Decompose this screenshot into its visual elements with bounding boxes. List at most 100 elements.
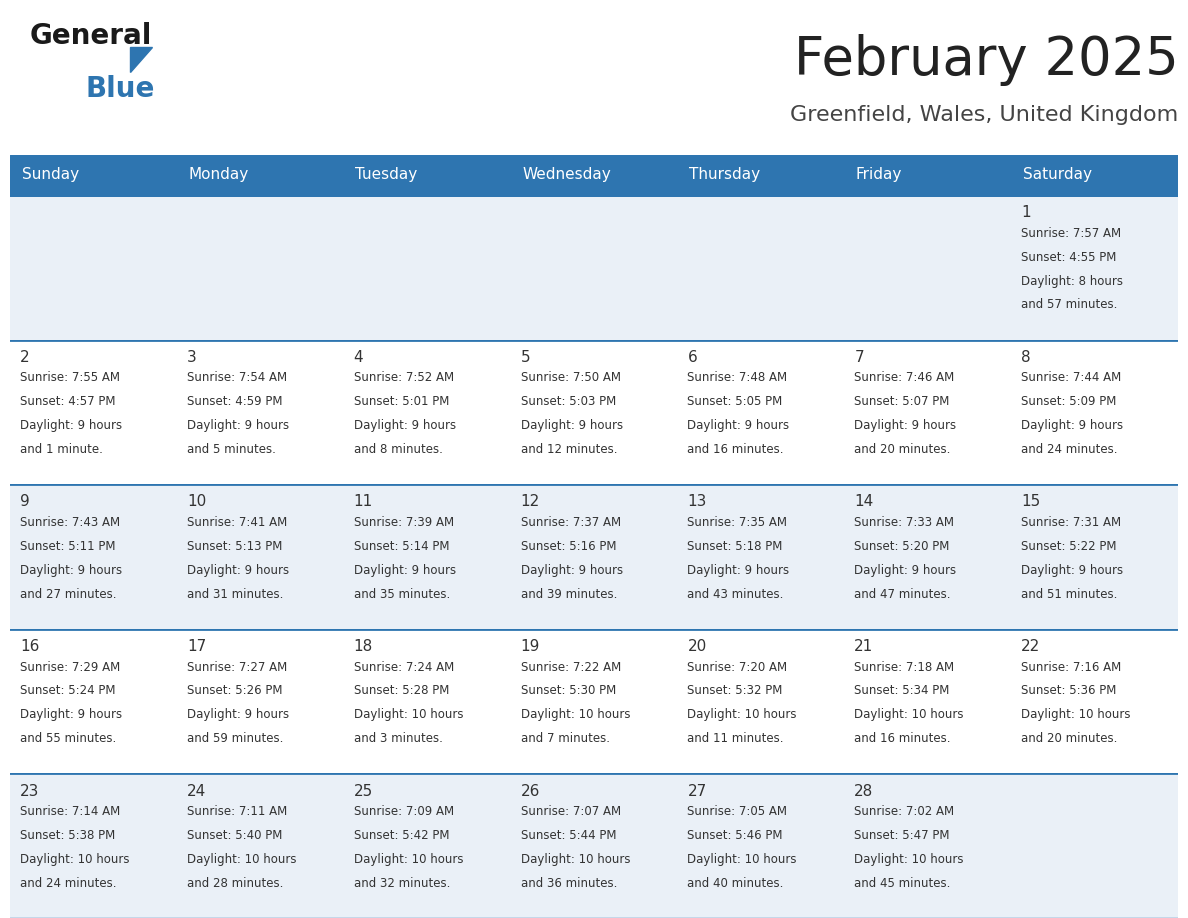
Text: and 28 minutes.: and 28 minutes.	[187, 877, 283, 890]
Text: 27: 27	[688, 784, 707, 799]
Text: 20: 20	[688, 639, 707, 654]
Text: Sunset: 5:22 PM: Sunset: 5:22 PM	[1022, 540, 1117, 553]
Text: Greenfield, Wales, United Kingdom: Greenfield, Wales, United Kingdom	[790, 106, 1178, 126]
Text: 10: 10	[187, 494, 207, 509]
Text: and 5 minutes.: and 5 minutes.	[187, 443, 276, 456]
Text: Sunrise: 7:05 AM: Sunrise: 7:05 AM	[688, 805, 788, 818]
Text: Daylight: 9 hours: Daylight: 9 hours	[688, 564, 790, 577]
Text: Sunset: 5:03 PM: Sunset: 5:03 PM	[520, 396, 615, 409]
Text: Sunrise: 7:18 AM: Sunrise: 7:18 AM	[854, 661, 954, 674]
Text: 28: 28	[854, 784, 873, 799]
Text: Friday: Friday	[857, 167, 903, 183]
Text: and 20 minutes.: and 20 minutes.	[1022, 733, 1118, 745]
Text: Sunset: 5:30 PM: Sunset: 5:30 PM	[520, 685, 615, 698]
Text: Sunrise: 7:46 AM: Sunrise: 7:46 AM	[854, 372, 954, 385]
Text: Daylight: 10 hours: Daylight: 10 hours	[520, 709, 630, 722]
Text: Sunset: 5:09 PM: Sunset: 5:09 PM	[1022, 396, 1117, 409]
Text: Sunset: 4:59 PM: Sunset: 4:59 PM	[187, 396, 283, 409]
Text: Sunset: 5:07 PM: Sunset: 5:07 PM	[854, 396, 949, 409]
Text: 2: 2	[20, 350, 30, 364]
Text: and 31 minutes.: and 31 minutes.	[187, 588, 283, 600]
Text: Sunset: 5:05 PM: Sunset: 5:05 PM	[688, 396, 783, 409]
Text: 24: 24	[187, 784, 207, 799]
Text: and 47 minutes.: and 47 minutes.	[854, 588, 950, 600]
Text: Daylight: 10 hours: Daylight: 10 hours	[854, 709, 963, 722]
Text: 4: 4	[354, 350, 364, 364]
Text: Sunrise: 7:27 AM: Sunrise: 7:27 AM	[187, 661, 287, 674]
Text: Sunrise: 7:07 AM: Sunrise: 7:07 AM	[520, 805, 620, 818]
Text: Sunset: 5:26 PM: Sunset: 5:26 PM	[187, 685, 283, 698]
Text: Sunrise: 7:33 AM: Sunrise: 7:33 AM	[854, 516, 954, 529]
Text: Daylight: 10 hours: Daylight: 10 hours	[854, 853, 963, 866]
Text: 14: 14	[854, 494, 873, 509]
Text: Daylight: 9 hours: Daylight: 9 hours	[688, 420, 790, 432]
Text: 18: 18	[354, 639, 373, 654]
Text: and 3 minutes.: and 3 minutes.	[354, 733, 443, 745]
Text: Daylight: 8 hours: Daylight: 8 hours	[1022, 274, 1123, 287]
Text: Daylight: 9 hours: Daylight: 9 hours	[187, 709, 289, 722]
Text: and 51 minutes.: and 51 minutes.	[1022, 588, 1118, 600]
Text: Daylight: 9 hours: Daylight: 9 hours	[520, 564, 623, 577]
Text: Sunset: 5:20 PM: Sunset: 5:20 PM	[854, 540, 949, 553]
Text: 17: 17	[187, 639, 207, 654]
Text: 19: 19	[520, 639, 541, 654]
Text: Sunset: 5:01 PM: Sunset: 5:01 PM	[354, 396, 449, 409]
Text: and 12 minutes.: and 12 minutes.	[520, 443, 617, 456]
Text: Sunset: 5:47 PM: Sunset: 5:47 PM	[854, 829, 949, 842]
Text: Sunset: 5:28 PM: Sunset: 5:28 PM	[354, 685, 449, 698]
Text: Sunset: 5:24 PM: Sunset: 5:24 PM	[20, 685, 115, 698]
Text: and 45 minutes.: and 45 minutes.	[854, 877, 950, 890]
Text: Sunrise: 7:29 AM: Sunrise: 7:29 AM	[20, 661, 120, 674]
Text: Sunset: 5:11 PM: Sunset: 5:11 PM	[20, 540, 115, 553]
Text: 22: 22	[1022, 639, 1041, 654]
Text: and 8 minutes.: and 8 minutes.	[354, 443, 443, 456]
Text: Daylight: 10 hours: Daylight: 10 hours	[354, 709, 463, 722]
Text: Daylight: 10 hours: Daylight: 10 hours	[520, 853, 630, 866]
Text: February 2025: February 2025	[794, 34, 1178, 86]
Text: Sunrise: 7:22 AM: Sunrise: 7:22 AM	[520, 661, 621, 674]
Text: 21: 21	[854, 639, 873, 654]
Text: and 59 minutes.: and 59 minutes.	[187, 733, 283, 745]
Text: Sunrise: 7:02 AM: Sunrise: 7:02 AM	[854, 805, 954, 818]
Text: Sunset: 5:38 PM: Sunset: 5:38 PM	[20, 829, 115, 842]
Text: Sunrise: 7:35 AM: Sunrise: 7:35 AM	[688, 516, 788, 529]
Text: Daylight: 9 hours: Daylight: 9 hours	[354, 564, 456, 577]
Polygon shape	[129, 47, 152, 72]
Text: Sunrise: 7:52 AM: Sunrise: 7:52 AM	[354, 372, 454, 385]
Text: Sunset: 5:16 PM: Sunset: 5:16 PM	[520, 540, 617, 553]
Text: Sunrise: 7:57 AM: Sunrise: 7:57 AM	[1022, 227, 1121, 240]
Text: 26: 26	[520, 784, 541, 799]
Text: Sunrise: 7:20 AM: Sunrise: 7:20 AM	[688, 661, 788, 674]
Text: Sunset: 5:44 PM: Sunset: 5:44 PM	[520, 829, 617, 842]
Text: 23: 23	[20, 784, 39, 799]
Text: and 40 minutes.: and 40 minutes.	[688, 877, 784, 890]
Text: Thursday: Thursday	[689, 167, 760, 183]
Text: Sunrise: 7:48 AM: Sunrise: 7:48 AM	[688, 372, 788, 385]
Text: Sunrise: 7:24 AM: Sunrise: 7:24 AM	[354, 661, 454, 674]
Text: and 24 minutes.: and 24 minutes.	[1022, 443, 1118, 456]
Text: 11: 11	[354, 494, 373, 509]
Text: Sunrise: 7:31 AM: Sunrise: 7:31 AM	[1022, 516, 1121, 529]
Text: Sunrise: 7:16 AM: Sunrise: 7:16 AM	[1022, 661, 1121, 674]
Text: Daylight: 9 hours: Daylight: 9 hours	[854, 420, 956, 432]
Text: Sunrise: 7:37 AM: Sunrise: 7:37 AM	[520, 516, 620, 529]
Text: Daylight: 9 hours: Daylight: 9 hours	[187, 420, 289, 432]
Text: Sunrise: 7:39 AM: Sunrise: 7:39 AM	[354, 516, 454, 529]
Text: Sunset: 4:57 PM: Sunset: 4:57 PM	[20, 396, 115, 409]
Text: and 55 minutes.: and 55 minutes.	[20, 733, 116, 745]
Text: Daylight: 10 hours: Daylight: 10 hours	[187, 853, 296, 866]
Text: Sunset: 5:46 PM: Sunset: 5:46 PM	[688, 829, 783, 842]
Text: Sunrise: 7:41 AM: Sunrise: 7:41 AM	[187, 516, 287, 529]
Text: 1: 1	[1022, 205, 1031, 220]
Text: Daylight: 10 hours: Daylight: 10 hours	[1022, 709, 1131, 722]
Text: Sunrise: 7:14 AM: Sunrise: 7:14 AM	[20, 805, 120, 818]
Text: 9: 9	[20, 494, 30, 509]
Text: and 11 minutes.: and 11 minutes.	[688, 733, 784, 745]
Text: Sunrise: 7:50 AM: Sunrise: 7:50 AM	[520, 372, 620, 385]
Text: and 57 minutes.: and 57 minutes.	[1022, 298, 1118, 311]
Text: and 39 minutes.: and 39 minutes.	[520, 588, 617, 600]
Text: and 20 minutes.: and 20 minutes.	[854, 443, 950, 456]
Text: and 32 minutes.: and 32 minutes.	[354, 877, 450, 890]
Text: Sunrise: 7:54 AM: Sunrise: 7:54 AM	[187, 372, 287, 385]
Text: and 27 minutes.: and 27 minutes.	[20, 588, 116, 600]
